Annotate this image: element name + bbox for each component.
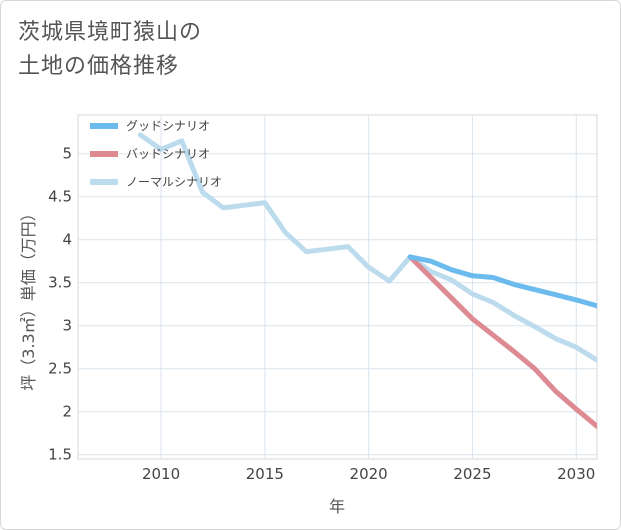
series-lines xyxy=(137,132,597,429)
chart-title-line-1: 茨城県境町猿山の xyxy=(18,20,203,45)
y-tick-labels: 1.5 2 2.5 3 3.5 4 4.5 5 xyxy=(48,145,72,464)
x-tick-label: 2015 xyxy=(246,465,284,483)
x-tick-label: 2025 xyxy=(453,465,491,483)
plot-area xyxy=(77,114,598,460)
y-tick-label: 1.5 xyxy=(48,446,72,464)
series-line-1 xyxy=(407,254,597,429)
y-tick-label: 2.5 xyxy=(48,360,72,378)
x-tick-labels: 2010 2015 2020 2025 2030 xyxy=(142,465,595,483)
chart-title: 茨城県境町猿山の 土地の価格推移 xyxy=(18,16,202,84)
legend-label-1: バッドシナリオ xyxy=(126,147,210,161)
x-axis-title: 年 xyxy=(329,497,345,516)
x-tick-label: 2010 xyxy=(142,465,180,483)
legend-label-2: ノーマルシナリオ xyxy=(126,175,222,189)
legend-label-0: グッドシナリオ xyxy=(126,119,210,133)
y-tick-label: 4.5 xyxy=(48,188,72,206)
x-tick-label: 2030 xyxy=(557,465,595,483)
y-tick-label: 2 xyxy=(62,403,72,421)
y-axis-title: 坪（3.3㎡）単価（万円） xyxy=(19,205,38,390)
series-line-2 xyxy=(137,132,597,363)
y-tick-label: 3.5 xyxy=(48,274,72,292)
y-tick-label: 4 xyxy=(62,231,72,249)
y-tick-label: 3 xyxy=(62,317,72,335)
series-line-0 xyxy=(407,254,597,309)
y-tick-label: 5 xyxy=(62,145,72,163)
chart-title-line-2: 土地の価格推移 xyxy=(18,54,180,79)
x-tick-label: 2020 xyxy=(350,465,388,483)
